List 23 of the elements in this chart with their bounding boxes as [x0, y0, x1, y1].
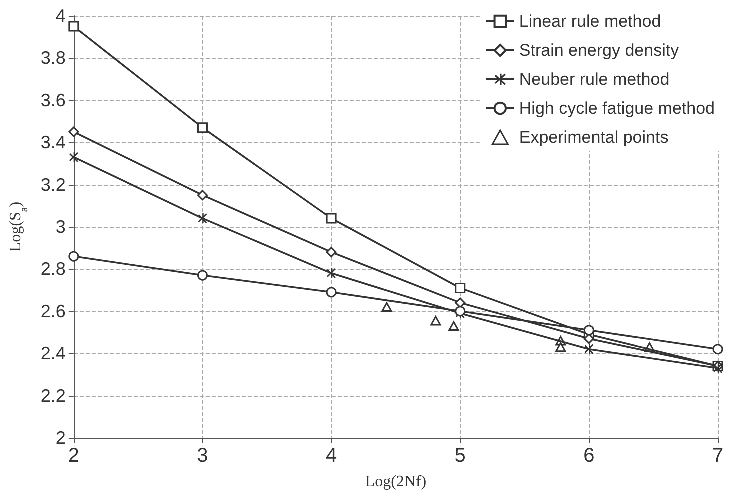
- y-axis-title: Log(Sa): [8, 202, 30, 252]
- x-tick-label: 4: [326, 445, 338, 467]
- legend-label: Strain energy density: [519, 41, 680, 60]
- x-axis-title: Log(2Nf): [365, 474, 427, 490]
- x-tick-label: 6: [584, 445, 595, 467]
- legend-label: Neuber rule method: [519, 70, 670, 89]
- y-tick-label: 2.8: [40, 259, 66, 280]
- x-tick-label: 7: [712, 445, 724, 467]
- y-tick-label: 2: [56, 428, 66, 448]
- y-tick-label: 2.2: [40, 386, 66, 406]
- y-tick-label: 3.8: [40, 48, 66, 68]
- y-tick-label: 2.4: [40, 344, 66, 364]
- legend-label: Experimental points: [519, 128, 669, 147]
- y-tick-label: 3: [56, 217, 66, 237]
- y-tick-label: 4: [56, 6, 66, 26]
- y-tick-label: 3.6: [40, 90, 66, 110]
- legend-label: Linear rule method: [519, 12, 662, 31]
- x-tick-label: 3: [197, 445, 208, 467]
- legend-label: High cycle fatigue method: [519, 99, 715, 118]
- x-tick-label: 5: [454, 445, 466, 467]
- y-tick-label: 3.4: [40, 132, 66, 153]
- y-tick-label: 2.6: [40, 301, 66, 322]
- y-tick-label: 3.2: [40, 174, 66, 195]
